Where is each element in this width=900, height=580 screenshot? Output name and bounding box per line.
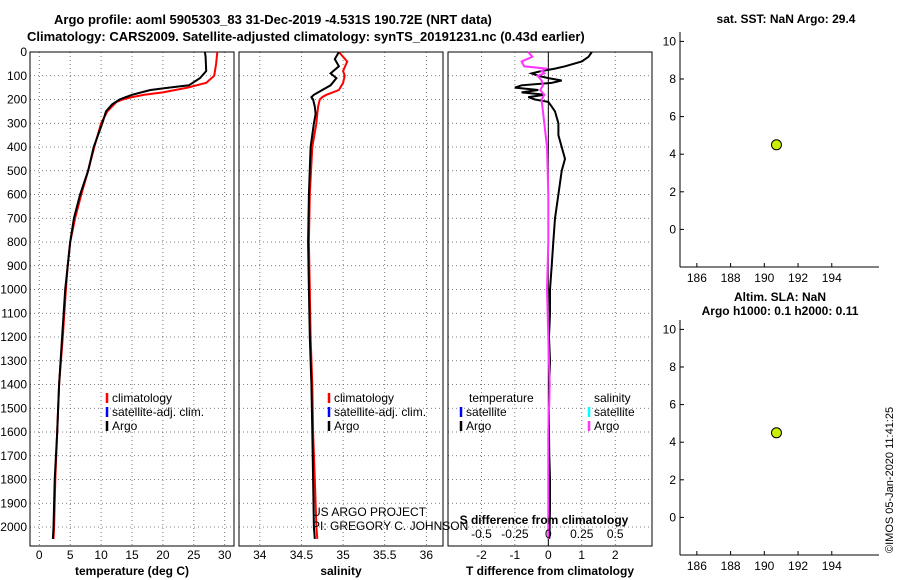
pressure-tick-label: 700: [7, 211, 27, 225]
temperature-xtick-label: 20: [156, 548, 170, 562]
sst-ytick-label: 10: [663, 34, 677, 48]
pressure-tick-label: 1800: [0, 473, 27, 487]
pi-credit: PI: GREGORY C. JOHNSON: [312, 519, 468, 533]
temperature-xtick-label: 25: [187, 548, 201, 562]
sla-ytick-label: 10: [663, 322, 677, 336]
pressure-tick-label: 1900: [0, 496, 27, 510]
temperature-xtick-label: 0: [36, 548, 43, 562]
temperature-legend-label: satellite-adj. clim.: [112, 405, 204, 419]
salinity-difference-axis-label: S difference from climatology: [460, 513, 629, 527]
sst-ytick-label: 2: [669, 185, 676, 199]
pressure-tick-label: 1000: [0, 283, 27, 297]
temperature-legend-label: Argo: [112, 419, 138, 433]
difference-legend-temperature-title: temperature: [469, 391, 534, 405]
salinity-difference-tick-label: 0.5: [607, 527, 624, 541]
sst-xtick-label: 190: [754, 271, 774, 285]
difference-xtick-label: -2: [476, 548, 487, 562]
pressure-tick-label: 200: [7, 93, 27, 107]
difference-legend-salinity-title: salinity: [594, 391, 631, 405]
pressure-tick-label: 500: [7, 164, 27, 178]
temperature-xtick-label: 10: [94, 548, 108, 562]
sst-xtick-label: 188: [721, 271, 741, 285]
pressure-tick-label: 1400: [0, 378, 27, 392]
salinity-legend-label: satellite-adj. clim.: [334, 405, 426, 419]
temperature-argo-line: [51, 51, 208, 539]
temperature-legend-label: climatology: [112, 391, 172, 405]
difference-temperature-legend-label: satellite: [466, 405, 507, 419]
salinity-xtick-label: 36: [420, 548, 434, 562]
salinity-difference-line: [520, 51, 551, 539]
sst-xtick-label: 186: [687, 271, 707, 285]
temperature-xtick-label: 15: [125, 548, 139, 562]
sst-ytick-label: 6: [669, 110, 676, 124]
pressure-tick-label: 800: [7, 235, 27, 249]
pressure-tick-label: 400: [7, 140, 27, 154]
pressure-tick-label: 300: [7, 116, 27, 130]
sla-panel-title-line1: Altim. SLA: NaN: [733, 290, 826, 304]
pressure-tick-label: 600: [7, 188, 27, 202]
figure-title-line2: Climatology: CARS2009. Satellite-adjuste…: [27, 29, 585, 44]
salinity-xtick-label: 34.5: [290, 548, 314, 562]
pressure-tick-label: 0: [20, 45, 27, 59]
salinity-difference-tick-label: -0.25: [501, 527, 529, 541]
salinity-difference-tick-label: 0.25: [570, 527, 594, 541]
difference-xtick-label: -1: [510, 548, 521, 562]
sla-ytick-label: 6: [669, 398, 676, 412]
pressure-tick-label: 1200: [0, 330, 27, 344]
pressure-tick-label: 100: [7, 69, 27, 83]
salinity-xtick-label: 35.5: [373, 548, 397, 562]
sla-xtick-label: 190: [754, 559, 774, 573]
sla-ytick-label: 8: [669, 360, 676, 374]
sst-ytick-label: 0: [669, 222, 676, 236]
difference-xtick-label: 1: [578, 548, 585, 562]
sla-ytick-label: 4: [669, 435, 676, 449]
temperature-xtick-label: 30: [218, 548, 232, 562]
sst-xtick-label: 192: [788, 271, 808, 285]
salinity-argo-line: [307, 51, 341, 539]
sla-ytick-label: 0: [669, 510, 676, 524]
sla-xtick-label: 192: [788, 559, 808, 573]
sst-panel-title: sat. SST: NaN Argo: 29.4: [716, 12, 856, 26]
figure-title-line1: Argo profile: aoml 5905303_83 31-Dec-201…: [54, 12, 492, 27]
pressure-tick-label: 2000: [0, 520, 27, 534]
difference-frame: [447, 51, 653, 547]
salinity-legend-label: climatology: [334, 391, 394, 405]
salinity-xlabel: salinity: [320, 564, 362, 578]
sla-xtick-label: 194: [822, 559, 842, 573]
salinity-frame: [238, 51, 444, 547]
pressure-tick-label: 1700: [0, 449, 27, 463]
sla-argo-point: [770, 427, 782, 439]
sla-panel-title-line2: Argo h1000: 0.1 h2000: 0.11: [701, 304, 859, 318]
pressure-tick-label: 1300: [0, 354, 27, 368]
temperature-difference-line: [514, 51, 593, 539]
temperature-climatology-line: [52, 51, 219, 539]
salinity-legend-label: Argo: [334, 419, 360, 433]
project-credit: US ARGO PROJECT: [312, 505, 427, 519]
salinity-xtick-label: 34: [253, 548, 267, 562]
pressure-tick-label: 1100: [1, 306, 27, 320]
temperature-frame: [29, 51, 235, 547]
difference-xlabel: T difference from climatology: [466, 564, 634, 578]
salinity-xtick-label: 35: [336, 548, 350, 562]
difference-salinity-legend-label: satellite: [594, 405, 635, 419]
difference-salinity-legend-label: Argo: [594, 419, 620, 433]
sst-xtick-label: 194: [822, 271, 842, 285]
pressure-tick-label: 900: [7, 259, 27, 273]
temperature-xlabel: temperature (deg C): [75, 564, 189, 578]
difference-xtick-label: 2: [612, 548, 619, 562]
sst-argo-point: [770, 139, 782, 151]
sst-ytick-label: 4: [669, 147, 676, 161]
salinity-difference-tick-label: 0: [545, 527, 552, 541]
sla-xtick-label: 186: [687, 559, 707, 573]
difference-temperature-legend-label: Argo: [466, 419, 492, 433]
sla-xtick-label: 188: [721, 559, 741, 573]
temperature-xtick-label: 5: [67, 548, 74, 562]
sst-ytick-label: 8: [669, 72, 676, 86]
pressure-tick-label: 1600: [0, 425, 27, 439]
difference-xtick-label: 0: [545, 548, 552, 562]
pressure-tick-label: 1500: [0, 401, 27, 415]
sla-ytick-label: 2: [669, 473, 676, 487]
salinity-difference-tick-label: -0.5: [471, 527, 492, 541]
